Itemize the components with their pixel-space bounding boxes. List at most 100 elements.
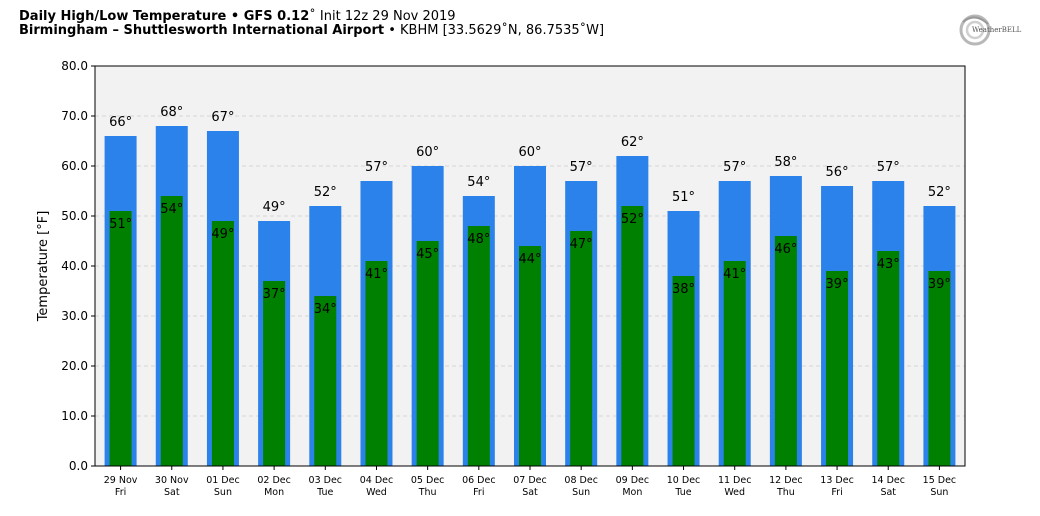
low-temp-label: 48°: [467, 232, 490, 247]
low-temp-label: 46°: [774, 242, 797, 257]
x-tick-weekday: Sat: [522, 487, 538, 498]
x-tick-date: 14 Dec: [871, 475, 905, 486]
low-temp-bar: [570, 231, 593, 466]
title-init: ˚ Init 12z 29 Nov 2019: [309, 9, 456, 24]
x-tick-weekday: Wed: [366, 487, 387, 498]
low-temp-label: 34°: [314, 302, 337, 317]
high-temp-label: 60°: [518, 145, 541, 160]
y-tick-label: 70.0: [61, 109, 88, 123]
x-tick-date: 09 Dec: [616, 475, 650, 486]
x-tick-date: 11 Dec: [718, 475, 752, 486]
chart-subtitle: Birmingham – Shuttlesworth International…: [19, 23, 604, 38]
x-tick-weekday: Sat: [880, 487, 896, 498]
x-tick-date: 02 Dec: [257, 475, 291, 486]
high-temp-label: 57°: [570, 160, 593, 175]
low-temp-bar: [621, 206, 644, 466]
low-temp-label: 52°: [621, 212, 644, 227]
low-temp-bar: [211, 221, 234, 466]
x-tick-date: 06 Dec: [462, 475, 496, 486]
bar-labels: 66° 51° 68° 54° 67° 49° 49° 37° 52° 34° 57° 41° 60° 4…: [109, 105, 951, 317]
x-tick-date: 13 Dec: [820, 475, 854, 486]
y-tick-label: 80.0: [61, 59, 88, 73]
high-temp-label: 68°: [160, 105, 183, 120]
x-tick-date: 30 Nov: [155, 475, 189, 486]
low-temp-bar: [467, 226, 490, 466]
low-temp-bar: [774, 236, 797, 466]
title-model: Daily High/Low Temperature • GFS 0.12: [19, 9, 310, 24]
location-coords: • KBHM [33.5629˚N, 86.7535˚W]: [384, 23, 605, 38]
low-temp-bar: [672, 276, 695, 466]
low-temp-label: 39°: [826, 277, 849, 292]
x-tick-weekday: Fri: [115, 487, 126, 498]
high-temp-label: 62°: [621, 135, 644, 150]
x-tick-date: 10 Dec: [667, 475, 701, 486]
low-temp-label: 38°: [672, 282, 695, 297]
low-temp-label: 41°: [365, 267, 388, 282]
chart-title: Daily High/Low Temperature • GFS 0.12˚ I…: [19, 9, 456, 24]
low-temp-bar: [416, 241, 439, 466]
high-temp-label: 60°: [416, 145, 439, 160]
y-tick-label: 10.0: [61, 409, 88, 423]
high-temp-label: 49°: [263, 200, 286, 215]
x-tick-weekday: Tue: [316, 487, 333, 498]
low-temp-label: 41°: [723, 267, 746, 282]
x-tick-date: 07 Dec: [513, 475, 547, 486]
low-temp-bar: [314, 296, 337, 466]
y-axis: 0.0 10.0 20.0 30.0 40.0 50.0 60.0 70.0 80.0: [61, 59, 95, 473]
high-temp-label: 52°: [928, 185, 951, 200]
x-tick-weekday: Wed: [724, 487, 745, 498]
high-temp-label: 51°: [672, 190, 695, 205]
low-temp-label: 39°: [928, 277, 951, 292]
logo-text: WeatherBELL: [972, 26, 1022, 34]
weatherbell-logo: WeatherBELL: [958, 14, 1022, 46]
x-tick-weekday: Fri: [831, 487, 842, 498]
low-temp-label: 45°: [416, 247, 439, 262]
low-temp-bar: [723, 261, 746, 466]
low-temp-label: 47°: [570, 237, 593, 252]
x-tick-weekday: Sun: [930, 487, 948, 498]
x-tick-date: 08 Dec: [564, 475, 598, 486]
logo-swirl-icon: [959, 14, 991, 46]
x-tick-weekday: Thu: [776, 487, 795, 498]
x-tick-date: 01 Dec: [206, 475, 240, 486]
x-tick-date: 12 Dec: [769, 475, 803, 486]
x-tick-date: 03 Dec: [309, 475, 343, 486]
x-tick-weekday: Mon: [622, 487, 642, 498]
bars: [104, 126, 956, 466]
low-temp-bar: [365, 261, 388, 466]
high-temp-label: 57°: [877, 160, 900, 175]
low-temp-label: 51°: [109, 217, 132, 232]
low-temp-label: 43°: [877, 257, 900, 272]
low-temp-label: 44°: [518, 252, 541, 267]
low-temp-label: 37°: [263, 287, 286, 302]
x-tick-weekday: Sun: [572, 487, 590, 498]
low-temp-bar: [826, 271, 849, 466]
high-temp-label: 54°: [467, 175, 490, 190]
x-tick-weekday: Thu: [418, 487, 437, 498]
y-tick-label: 40.0: [61, 259, 88, 273]
y-tick-label: 0.0: [69, 459, 88, 473]
low-temp-bar: [519, 246, 541, 466]
x-tick-weekday: Sat: [164, 487, 180, 498]
high-temp-label: 52°: [314, 185, 337, 200]
x-tick-date: 04 Dec: [360, 475, 394, 486]
x-tick-date: 05 Dec: [411, 475, 445, 486]
y-tick-label: 30.0: [61, 309, 88, 323]
x-tick-weekday: Sun: [214, 487, 232, 498]
y-tick-label: 60.0: [61, 159, 88, 173]
low-temp-bar: [928, 271, 951, 466]
high-temp-label: 58°: [774, 155, 797, 170]
low-temp-bar: [160, 196, 183, 466]
low-temp-bar: [877, 251, 900, 466]
high-temp-label: 57°: [365, 160, 388, 175]
x-tick-weekday: Tue: [674, 487, 691, 498]
x-tick-weekday: Fri: [473, 487, 484, 498]
low-temp-label: 54°: [160, 202, 183, 217]
low-temp-label: 49°: [211, 227, 234, 242]
y-tick-label: 50.0: [61, 209, 88, 223]
high-temp-label: 57°: [723, 160, 746, 175]
y-axis-title: Temperature [°F]: [36, 211, 51, 323]
high-temp-label: 56°: [826, 165, 849, 180]
